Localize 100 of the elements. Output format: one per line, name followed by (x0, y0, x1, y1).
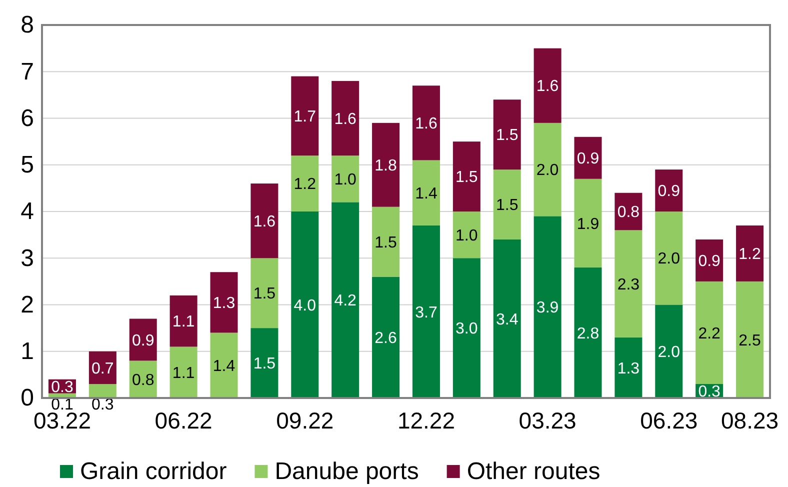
bar (493, 100, 521, 170)
data-label: 0.7 (92, 360, 114, 378)
bar (412, 86, 440, 160)
x-tick-label: 06.22 (154, 407, 212, 434)
bar (412, 160, 440, 226)
bar (372, 276, 400, 398)
bar (170, 346, 198, 398)
data-label: 1.3 (617, 360, 640, 378)
bar (332, 156, 360, 202)
legend-label: Other routes (466, 458, 600, 485)
data-label: 0.3 (51, 378, 74, 396)
data-label: 2.3 (617, 276, 640, 294)
data-label: 1.4 (415, 185, 438, 202)
y-tick-label: 7 (20, 58, 34, 86)
data-label: 3.4 (496, 311, 518, 328)
data-label: 1.8 (374, 157, 397, 174)
bar (452, 142, 480, 212)
data-label: 1.5 (496, 197, 518, 214)
bar (88, 384, 116, 398)
bar (736, 225, 764, 282)
bar (696, 281, 724, 384)
bar (210, 272, 238, 333)
data-label: 1.5 (253, 356, 276, 373)
data-label: 1.6 (415, 116, 438, 133)
bar (332, 202, 360, 398)
bar (452, 258, 480, 398)
data-label: 1.3 (212, 295, 236, 312)
bar (372, 122, 400, 207)
data-label: 1.2 (738, 246, 761, 264)
data-label: 2.5 (738, 332, 761, 350)
data-label: 1.7 (294, 108, 316, 126)
data-label: 4.0 (294, 297, 316, 314)
y-tick-label: 0 (20, 384, 34, 412)
data-label: 1.1 (172, 364, 195, 382)
data-label: 2.0 (536, 162, 559, 180)
data-label: 3.9 (536, 300, 559, 317)
data-label: 1.9 (576, 216, 600, 233)
bar (493, 239, 521, 398)
data-label: 1.5 (496, 127, 518, 144)
bar (534, 122, 562, 216)
x-tick-label: 03.23 (518, 407, 576, 434)
data-label: 1.5 (253, 286, 276, 303)
data-label: 1.5 (456, 169, 478, 186)
data-label: 1.6 (536, 78, 559, 96)
data-label: 2.0 (658, 344, 680, 361)
y-tick-label: 1 (20, 338, 34, 366)
bar (655, 212, 683, 305)
bar (291, 76, 319, 156)
data-label: 1.6 (253, 213, 276, 230)
legend-label: Danube ports (274, 458, 419, 485)
data-label: 0.8 (132, 372, 154, 389)
data-label: 2.2 (698, 325, 721, 342)
x-tick-label: 06.23 (640, 407, 698, 434)
y-tick-label: 6 (20, 104, 34, 132)
bar (614, 337, 642, 398)
data-label: 1.2 (294, 176, 316, 194)
bar (452, 212, 480, 258)
bar (291, 156, 319, 212)
data-label: 3.7 (415, 304, 438, 322)
bar (88, 351, 116, 384)
bar (332, 80, 360, 156)
bar (412, 225, 440, 398)
data-label: 0.9 (132, 332, 154, 350)
data-label: 1.4 (212, 358, 236, 375)
x-tick-label: 12.22 (397, 407, 456, 434)
bar (534, 216, 562, 398)
data-label: 1.0 (456, 227, 478, 244)
data-label: 2.8 (576, 325, 600, 342)
data-label: 3.0 (456, 320, 478, 338)
y-tick-label: 8 (20, 12, 34, 39)
bar (655, 304, 683, 398)
y-tick-label: 3 (20, 244, 34, 272)
bar (574, 136, 602, 179)
data-label: 2.6 (374, 330, 397, 347)
data-label: 0.3 (92, 396, 114, 414)
bar (170, 295, 198, 347)
bar (129, 318, 157, 361)
data-label: 0.9 (658, 183, 680, 200)
y-tick-label: 2 (20, 291, 34, 318)
data-label: 0.8 (617, 204, 640, 222)
data-label: 1.5 (374, 234, 397, 252)
data-label: 2.0 (658, 250, 680, 268)
bar (250, 258, 278, 328)
bar (250, 184, 278, 258)
bar (696, 239, 724, 282)
bar (614, 230, 642, 338)
data-label: 0.9 (698, 253, 721, 270)
bar (574, 178, 602, 268)
bar (736, 281, 764, 398)
data-label: 0.9 (576, 150, 600, 168)
bar (372, 206, 400, 277)
data-label: 0.3 (698, 384, 721, 401)
data-label: 4.2 (334, 292, 357, 310)
bar (655, 170, 683, 212)
x-tick-label: 08.23 (720, 407, 779, 434)
data-label: 1.1 (172, 314, 195, 331)
data-label: 1.0 (334, 171, 357, 188)
bar (534, 48, 562, 123)
legend-label: Grain corridor (80, 458, 227, 485)
data-label: 1.6 (334, 110, 357, 128)
